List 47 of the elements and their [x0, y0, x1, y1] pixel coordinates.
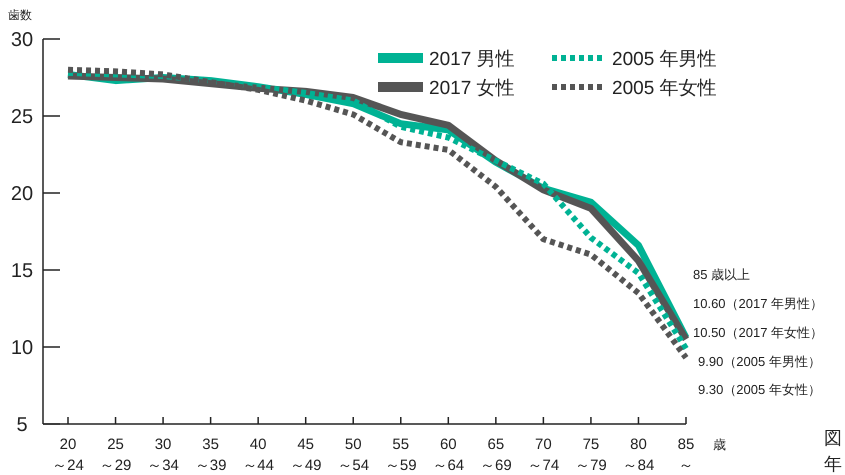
x-tick-label: 40 — [250, 436, 266, 453]
x-tick-label: 85 — [678, 436, 694, 453]
annotation: 10.60（2017 年男性） — [693, 296, 824, 311]
x-tick-label: ～ — [678, 457, 694, 474]
xlabel: 歳 — [713, 437, 726, 452]
legend-label: 2017 女性 — [429, 78, 515, 99]
x-tick-label: ～84 — [622, 457, 654, 474]
y-tick-label: 20 — [10, 183, 34, 205]
x-tick-label: ～59 — [384, 457, 417, 474]
ylabel: 歯数 — [8, 8, 32, 22]
annotation: 9.90（2005 年男性） — [698, 354, 821, 369]
x-tick-label: 80 — [630, 436, 647, 453]
x-tick-label: ～79 — [575, 457, 607, 474]
legend-label: 2017 男性 — [429, 49, 515, 70]
x-tick-label: 35 — [202, 436, 219, 453]
annotation: 85 歳以上 — [693, 267, 750, 282]
x-tick-label: 50 — [344, 436, 362, 453]
x-tick-label: 20 — [60, 436, 76, 453]
x-tick-label: ～34 — [147, 457, 179, 474]
x-tick-label: 25 — [107, 436, 124, 453]
x-tick-label: 70 — [535, 436, 552, 453]
x-tick-label: 75 — [582, 436, 600, 453]
x-tick-label: ～54 — [337, 457, 370, 474]
x-tick-label: 45 — [297, 436, 314, 453]
x-tick-label: ～74 — [528, 457, 560, 474]
y-tick-label: 15 — [10, 260, 34, 282]
x-tick-label: ～49 — [290, 457, 322, 474]
x-tick-label: ～39 — [194, 457, 226, 474]
x-tick-label: ～69 — [480, 457, 512, 474]
y-tick-label: 25 — [10, 106, 34, 128]
x-tick-label: ～29 — [100, 457, 132, 474]
y-tick-label: 10 — [10, 337, 34, 359]
annotation: 10.50（2017 年女性） — [693, 325, 824, 340]
x-tick-label: 55 — [392, 436, 410, 453]
x-tick-label: 65 — [488, 436, 504, 453]
x-tick-label: ～64 — [432, 457, 464, 474]
y-tick-label: 5 — [16, 414, 28, 436]
annotation: 年 — [824, 454, 842, 474]
annotation: 9.30（2005 年女性） — [698, 382, 821, 397]
x-tick-label: 60 — [440, 436, 457, 453]
legend-label: 2005 年女性 — [612, 78, 717, 99]
y-tick-label: 30 — [10, 29, 34, 51]
x-tick-label: 30 — [154, 436, 172, 453]
x-tick-label: ～44 — [242, 457, 274, 474]
annotation: 図 — [824, 428, 842, 448]
legend-label: 2005 年男性 — [612, 49, 717, 70]
x-tick-label: ～24 — [52, 457, 84, 474]
